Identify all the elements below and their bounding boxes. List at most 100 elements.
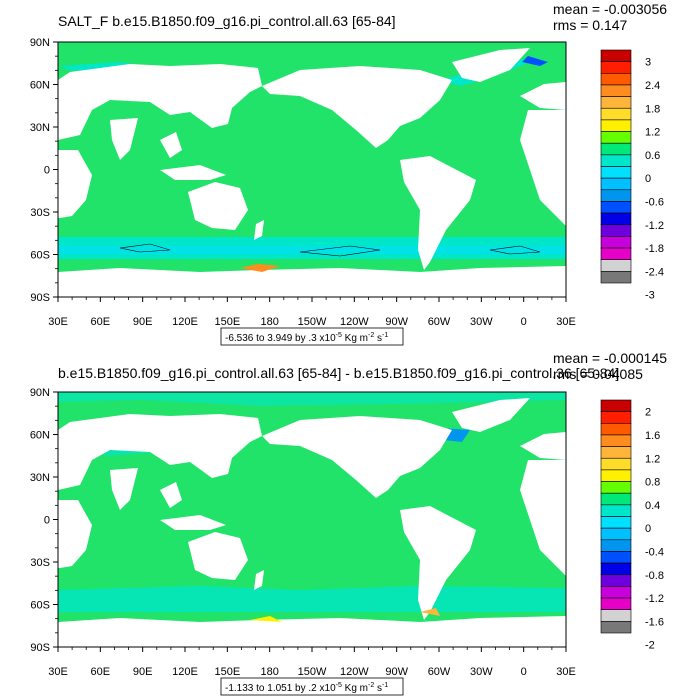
southern-ocean-band [58, 586, 566, 612]
map-figure-top: SALT_F b.e15.B1850.f09_g16.pi_control.al… [30, 1, 667, 346]
colorbar-label: -1.2 [645, 220, 664, 232]
y-tick-label: 0 [44, 165, 50, 177]
colorbar-segment [600, 107, 632, 121]
arctic-ocean [58, 42, 566, 62]
caption-box [220, 327, 404, 346]
colorbar-segment [600, 423, 632, 436]
map-panel-bottom: b.e15.B1850.f09_g16.pi_control.all.63 [6… [0, 350, 700, 700]
colorbar-segment [600, 259, 632, 272]
colorbar-label: 2.4 [645, 80, 660, 92]
x-tick-label: 30E [48, 666, 68, 678]
land-north-america [262, 416, 452, 498]
land-masses [58, 48, 566, 297]
contour-caption: -6.536 to 3.949 by .3 x10-5 Kg m-2 s-1 [225, 332, 388, 344]
colorbar-segment [600, 527, 632, 541]
x-tick-label: 60E [91, 666, 111, 678]
colorbar-segment [600, 224, 632, 237]
colorbar-label: 0 [645, 173, 651, 185]
colorbar-segment [600, 399, 632, 412]
land-north-america [262, 66, 452, 148]
land-australia [188, 182, 248, 230]
coastal-anomaly-1 [250, 616, 282, 622]
map-panel-top: SALT_F b.e15.B1850.f09_g16.pi_control.al… [30, 1, 667, 346]
x-tick-label: 30W [470, 666, 493, 678]
colorbar-label: -2 [645, 640, 655, 652]
map-figure-bottom: b.e15.B1850.f09_g16.pi_control.all.63 [6… [30, 350, 667, 696]
contour-3 [489, 245, 541, 255]
colorbar-segment [600, 551, 632, 564]
land-india [110, 118, 138, 160]
x-tick-label: 60E [91, 316, 111, 328]
colorbar-label: 1.6 [645, 430, 660, 442]
colorbar-segment [600, 154, 632, 167]
colorbar-segment [600, 597, 632, 611]
caption-box [220, 677, 404, 696]
map-area [57, 41, 567, 298]
x-tick-label: 60W [428, 316, 451, 328]
land-asia [58, 64, 262, 140]
colorbar: 3 2.4 1.8 1.2 0.6 0 -0.6 -1.2 -1.8 -2.4 -3 [600, 49, 664, 302]
colorbar-label: -1.6 [645, 616, 664, 628]
contour-1 [119, 243, 171, 253]
land-south-america [400, 506, 476, 620]
y-tick-label: 90N [30, 387, 50, 399]
land-antarctica [58, 266, 566, 297]
map-area [57, 391, 567, 648]
x-axis: 30E 60E 90E 120E 150E 180 150W 120W 90W 60W 30W 0 30… [48, 297, 576, 328]
colorbar-segment [600, 189, 632, 202]
x-tick-label: 150W [298, 316, 327, 328]
x-tick-label: 180 [260, 316, 278, 328]
colorbar-segment [600, 411, 632, 424]
x-tick-label: 30W [470, 316, 493, 328]
colorbar-segment [600, 49, 632, 62]
y-tick-label: 90S [30, 292, 50, 304]
y-tick-label: 60N [30, 80, 50, 92]
colorbar-segment [600, 212, 632, 226]
arctic-anomaly [522, 56, 548, 66]
y-tick-label: 60S [30, 250, 50, 262]
x-tick-label: 150E [214, 666, 240, 678]
colorbar-label: 1.8 [645, 103, 660, 115]
colorbar-segment [600, 609, 632, 622]
colorbar-label: -1.2 [645, 593, 664, 605]
colorbar-label: -2.4 [645, 266, 664, 278]
colorbar-segment [600, 574, 632, 587]
x-tick-label: 30E [556, 316, 576, 328]
x-tick-label: 180 [260, 666, 278, 678]
x-tick-label: 150E [214, 316, 240, 328]
land-indochina [160, 132, 182, 158]
colorbar-segment [600, 119, 632, 132]
colorbar-label: 0.8 [645, 477, 660, 489]
colorbar-segment [600, 492, 632, 506]
colorbar-segment [600, 469, 632, 482]
colorbar-label: 1.2 [645, 453, 660, 465]
land-antarctica [58, 616, 566, 647]
rms-label: rms = 0.04085 [553, 366, 643, 382]
x-tick-label: 120W [340, 666, 369, 678]
southern-ocean-core [58, 246, 566, 254]
y-axis: 90N 60N 30N 0 30S 60S 90S [30, 387, 58, 654]
colorbar-label: 2 [645, 407, 651, 419]
land-indonesia [160, 515, 226, 530]
land-africa-west [520, 110, 566, 226]
colorbar-label: 0 [645, 523, 651, 535]
colorbar-segment [600, 177, 632, 191]
y-tick-label: 30N [30, 122, 50, 134]
land-asia [58, 414, 262, 490]
colorbar-label: -0.4 [645, 546, 664, 558]
land-south-america [400, 156, 476, 270]
y-tick-label: 60N [30, 430, 50, 442]
x-tick-label: 90E [133, 316, 153, 328]
x-tick-label: 90E [133, 666, 153, 678]
colorbar-segment [600, 562, 632, 576]
x-axis: 30E 60E 90E 120E 150E 180 150W 120W 90W 60W 30W 0 30… [48, 647, 576, 678]
y-tick-label: 0 [44, 515, 50, 527]
colorbar-label: -3 [645, 290, 655, 302]
colorbar-segment [600, 236, 632, 249]
colorbar-segment [600, 434, 632, 447]
mean-label: mean = -0.003056 [553, 1, 667, 17]
x-tick-label: 30E [48, 316, 68, 328]
y-tick-label: 30N [30, 472, 50, 484]
colorbar-segment [600, 539, 632, 552]
land-indochina [160, 482, 182, 508]
